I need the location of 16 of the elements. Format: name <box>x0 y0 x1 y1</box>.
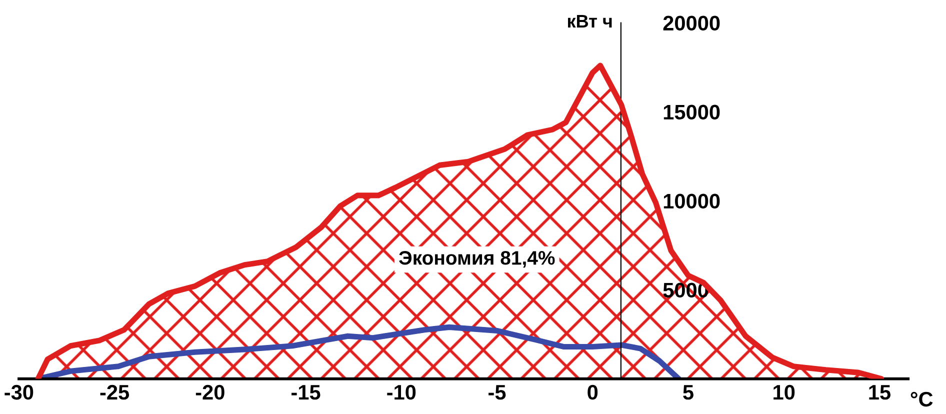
y-axis-title: кВт ч <box>568 15 612 28</box>
x-tick-label: 5 <box>683 385 694 400</box>
y-tick-label: 20000 <box>663 16 720 31</box>
x-axis-title: °C <box>910 392 933 407</box>
x-tick-label: -20 <box>196 384 224 400</box>
x-tick-label: -30 <box>4 384 34 400</box>
x-tick-label: -10 <box>387 384 416 400</box>
y-tick-label: 15000 <box>664 104 720 120</box>
x-tick-label: -15 <box>292 385 320 400</box>
x-tick-label: 10 <box>774 384 795 400</box>
x-tick-label: -5 <box>488 385 506 400</box>
x-tick-label: 0 <box>588 384 598 400</box>
x-tick-label: -25 <box>100 384 130 400</box>
x-tick-label: 15 <box>869 385 890 400</box>
annotation: Экономия 81,4% <box>399 250 555 268</box>
y-tick-label: 10000 <box>664 194 720 209</box>
